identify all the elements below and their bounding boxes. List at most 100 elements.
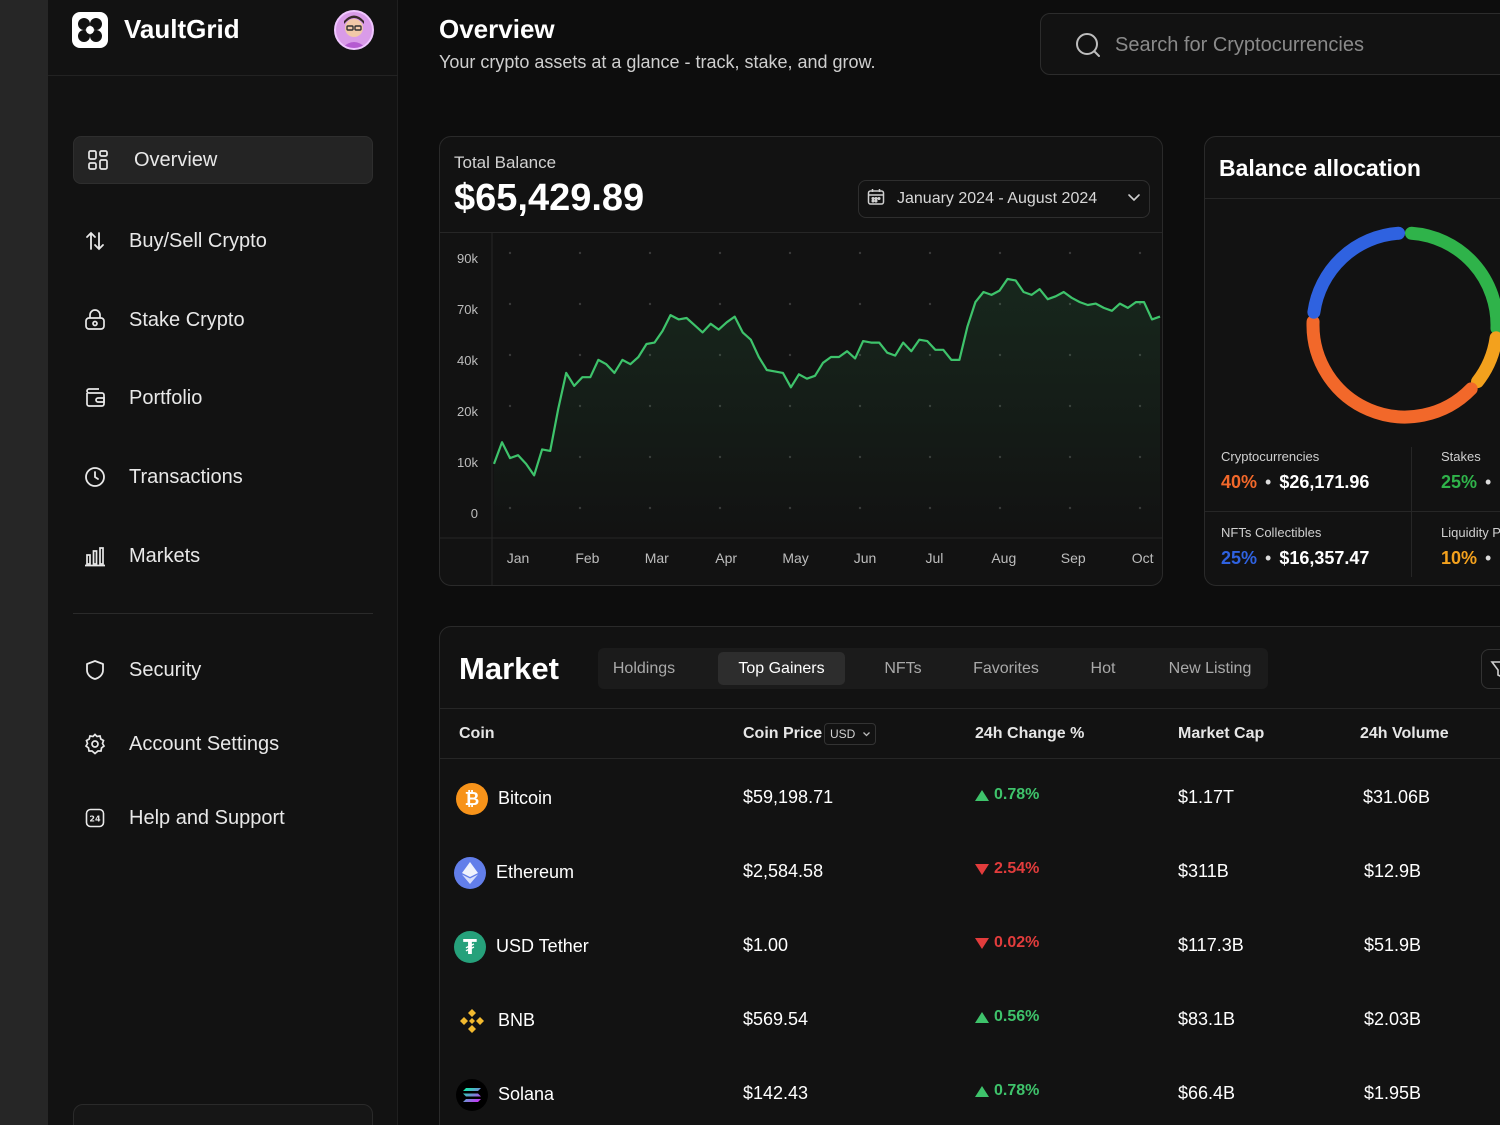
grid-dot bbox=[788, 251, 792, 255]
brand-header: VaultGrid bbox=[48, 0, 398, 76]
sidebar-item-security[interactable]: Security bbox=[73, 646, 373, 694]
donut-slice bbox=[1404, 226, 1500, 335]
tab-top-gainers[interactable]: Top Gainers bbox=[718, 652, 845, 685]
shield-icon bbox=[83, 658, 107, 682]
search-input[interactable] bbox=[1115, 30, 1495, 60]
bnb-icon bbox=[456, 1005, 488, 1037]
allocation-item-name: Liquidity P bbox=[1441, 525, 1500, 540]
grid-dot bbox=[508, 302, 512, 306]
x-tick-label: Jun bbox=[854, 550, 877, 566]
allocation-item-pct: 10% bbox=[1441, 548, 1478, 568]
sidebar-item-stake[interactable]: Stake Crypto bbox=[73, 296, 373, 344]
sidebar-item-transactions[interactable]: Transactions bbox=[73, 453, 373, 501]
date-range-select[interactable]: January 2024 - August 2024 bbox=[858, 180, 1150, 218]
donut-slice bbox=[1470, 331, 1500, 389]
sidebar-item-portfolio[interactable]: Portfolio bbox=[73, 374, 373, 422]
triangle-up-icon bbox=[975, 1011, 989, 1023]
separator-dot: • bbox=[1485, 472, 1492, 492]
table-row[interactable]: ₮ USD Tether $1.00 0.02% $117.3B $51.9B bbox=[440, 921, 1500, 995]
window-gutter bbox=[0, 0, 48, 1125]
grid-dot bbox=[1068, 251, 1072, 255]
chevron-down-icon bbox=[862, 724, 871, 750]
sidebar-item-label: Buy/Sell Crypto bbox=[129, 229, 267, 252]
date-range-label: January 2024 - August 2024 bbox=[897, 190, 1098, 207]
grid-dot bbox=[998, 251, 1002, 255]
allocation-grid-line bbox=[1411, 447, 1412, 577]
sidebar-item-label: Stake Crypto bbox=[129, 308, 245, 331]
market-title: Market bbox=[459, 651, 559, 686]
x-tick-label: Feb bbox=[575, 550, 599, 566]
coin-name: Bitcoin bbox=[498, 788, 553, 808]
page-title: Overview bbox=[439, 14, 555, 44]
tab-hot[interactable]: Hot bbox=[1090, 660, 1116, 677]
promo-card[interactable] bbox=[73, 1104, 373, 1125]
grid-dot bbox=[578, 302, 582, 306]
triangle-up-icon bbox=[975, 1085, 989, 1097]
y-tick-label: 0 bbox=[471, 506, 478, 521]
column-header-coin[interactable]: Coin bbox=[459, 725, 495, 742]
grid-dot bbox=[578, 251, 582, 255]
tab-favorites[interactable]: Favorites bbox=[973, 660, 1039, 677]
tab-holdings[interactable]: Holdings bbox=[612, 660, 676, 677]
currency-select[interactable]: USD bbox=[824, 723, 876, 745]
coin-market-cap: $83.1B bbox=[1178, 1009, 1236, 1029]
column-header-change[interactable]: 24h Change % bbox=[975, 725, 1085, 742]
balance-label: Total Balance bbox=[454, 153, 557, 172]
coin-price: $59,198.71 bbox=[743, 787, 834, 807]
grid-dot bbox=[718, 302, 722, 306]
allocation-item-name: Stakes bbox=[1441, 449, 1481, 464]
column-header-price[interactable]: Coin Price bbox=[743, 725, 823, 742]
balance-allocation-card: Balance allocation Cryptocurrencies 40% •… bbox=[1204, 136, 1500, 586]
search-bar[interactable] bbox=[1040, 13, 1500, 75]
tab-new-listing[interactable]: New Listing bbox=[1168, 660, 1252, 677]
sidebar-item-overview[interactable]: Overview bbox=[73, 136, 373, 184]
sidebar-item-markets[interactable]: Markets bbox=[73, 532, 373, 580]
coin-market-cap: $117.3B bbox=[1178, 935, 1244, 955]
table-row[interactable]: BNB $569.54 0.56% $83.1B $2.03B bbox=[440, 995, 1500, 1069]
coin-market-cap: $66.4B bbox=[1178, 1083, 1236, 1103]
balance-value: $65,429.89 bbox=[454, 177, 645, 219]
coin-change: 0.56% bbox=[975, 1008, 1039, 1026]
table-row[interactable]: ₿ Bitcoin $59,198.71 0.78% $1.17T $31.06… bbox=[440, 773, 1500, 847]
sidebar-item-label: Portfolio bbox=[129, 386, 203, 409]
total-balance-card: Total Balance $65,429.89 January 2024 - … bbox=[439, 136, 1163, 586]
coin-volume: $12.9B bbox=[1364, 861, 1422, 881]
allocation-grid-line bbox=[1205, 511, 1500, 512]
clock-icon bbox=[83, 465, 107, 489]
sidebar-item-account-settings[interactable]: Account Settings bbox=[73, 720, 373, 768]
triangle-down-icon bbox=[975, 863, 989, 875]
sidebar-item-label: Account Settings bbox=[129, 732, 280, 755]
column-header-volume[interactable]: 24h Volume bbox=[1360, 725, 1449, 742]
grid-dot bbox=[858, 302, 862, 306]
grid-dot bbox=[858, 251, 862, 255]
grid-dot bbox=[648, 302, 652, 306]
avatar[interactable] bbox=[334, 10, 374, 50]
balance-line-chart: 0 10k 20k 40k 70k 90k Jan Feb Mar Apr May Jun Jul Aug… bbox=[440, 233, 1162, 585]
sidebar-item-help-support[interactable]: 24 Help and Support bbox=[73, 794, 373, 842]
column-header-market-cap[interactable]: Market Cap bbox=[1178, 725, 1265, 742]
coin-volume: $51.9B bbox=[1364, 935, 1422, 955]
lock-icon bbox=[83, 308, 107, 332]
triangle-up-icon bbox=[975, 789, 989, 801]
sidebar-item-buy-sell[interactable]: Buy/Sell Crypto bbox=[73, 217, 373, 265]
bitcoin-icon: ₿ bbox=[456, 783, 488, 815]
allocation-donut-chart bbox=[1306, 226, 1500, 424]
sidebar-divider bbox=[73, 613, 373, 614]
table-row[interactable]: Solana $142.43 0.78% $66.4B $1.95B bbox=[440, 1069, 1500, 1125]
market-card: Market Holdings Top Gainers NFTs Favorit… bbox=[439, 626, 1500, 1125]
tab-nfts[interactable]: NFTs bbox=[884, 660, 922, 677]
coin-volume: $31.06B bbox=[1363, 787, 1431, 807]
wallet-icon bbox=[83, 386, 107, 410]
table-row[interactable]: Ethereum $2,584.58 2.54% $311B $12.9B bbox=[440, 847, 1500, 921]
y-tick-label: 10k bbox=[457, 455, 478, 470]
svg-text:24: 24 bbox=[89, 815, 101, 824]
grid-dot bbox=[928, 302, 932, 306]
grid-dot bbox=[718, 251, 722, 255]
grid-dot bbox=[788, 302, 792, 306]
coin-price: $142.43 bbox=[743, 1083, 809, 1103]
filter-icon bbox=[1490, 661, 1500, 677]
separator-dot: • bbox=[1485, 548, 1492, 568]
currency-value: USD bbox=[830, 727, 856, 741]
filter-button[interactable] bbox=[1481, 649, 1500, 689]
y-tick-label: 90k bbox=[457, 251, 478, 266]
